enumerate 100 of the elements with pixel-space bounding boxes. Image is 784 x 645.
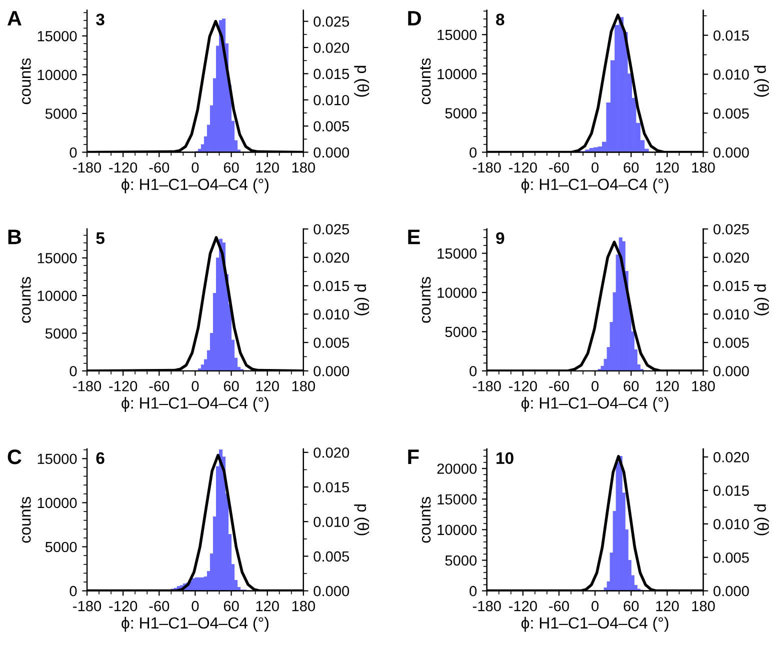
x-tick-label: -60: [549, 380, 569, 392]
y-tick-label: 15000: [438, 30, 477, 40]
y-tick-label: 5000: [445, 555, 477, 566]
x-tick-label: -60: [549, 162, 569, 173]
y2-tick-label: 0.005: [314, 551, 350, 562]
x-tick-label: 120: [656, 162, 679, 173]
x-tick-label: 0: [192, 600, 199, 612]
y-tick-label: 0: [70, 366, 77, 376]
y2-tick-label: 0.005: [314, 121, 350, 132]
x-tick-label: -120: [109, 600, 138, 612]
x-tick-label: -180: [73, 380, 102, 392]
x-tick-label: -120: [508, 380, 537, 392]
y-tick-label: 0: [470, 366, 477, 376]
x-tick-label: 0: [192, 380, 199, 392]
y2-axis-title: p (θ): [354, 284, 370, 316]
y2-tick-label: 0.020: [714, 452, 749, 462]
x-tick-label: -180: [472, 380, 501, 392]
y2-axis-title: p (θ): [754, 284, 769, 316]
y-tick-label: 20000: [437, 464, 477, 474]
y-axis-title: counts: [20, 58, 31, 104]
y2-tick-label: 0.010: [314, 516, 350, 528]
y2-tick-label: 0.000: [314, 366, 350, 376]
y2-tick-label: 0.005: [714, 108, 749, 119]
y-tick-label: 10000: [38, 290, 77, 301]
x-tick-label: -60: [549, 600, 569, 612]
y2-tick-label: 0.020: [314, 42, 350, 53]
y-tick-label: 10000: [38, 498, 77, 508]
y-tick-label: 5000: [445, 108, 477, 118]
x-tick-label: -120: [508, 162, 537, 173]
y2-tick-label: 0.010: [314, 94, 350, 106]
y2-tick-label: 0.015: [714, 280, 749, 292]
x-tick-label: 60: [624, 380, 639, 392]
y2-tick-label: 0.020: [714, 252, 749, 263]
x-tick-label: 0: [592, 600, 599, 612]
y-axis-title: counts: [20, 496, 31, 543]
y2-tick-label: 0.025: [314, 224, 350, 234]
x-tick-label: -120: [508, 600, 537, 612]
x-tick-label: 120: [256, 600, 279, 612]
chart-subtitle: 6: [96, 452, 104, 464]
chart-title: F: [408, 450, 419, 464]
x-tick-label: -60: [149, 380, 170, 392]
y2-tick-label: 0.025: [714, 224, 749, 234]
x-tick-label: -120: [109, 162, 138, 173]
y-tick-label: 15000: [38, 253, 77, 264]
x-tick-label: -60: [149, 162, 170, 173]
x-tick-label: 180: [692, 600, 715, 612]
y-tick-label: 0: [70, 147, 77, 158]
y2-tick-label: 0.005: [714, 552, 749, 563]
x-tick-label: 60: [224, 162, 239, 173]
y2-axis-title: p (θ): [754, 504, 769, 536]
y-tick-label: 10000: [438, 524, 477, 536]
y-tick-label: 0: [70, 586, 77, 596]
y-axis-title: counts: [420, 276, 431, 323]
y2-axis-title: p (θ): [354, 66, 370, 97]
y-tick-label: 15000: [438, 494, 477, 504]
y2-tick-label: 0.010: [714, 518, 749, 530]
y-tick-label: 5000: [45, 108, 77, 119]
x-tick-label: 180: [692, 162, 715, 173]
chart-title: B: [8, 230, 22, 244]
x-tick-label: 60: [224, 600, 239, 612]
y2-tick-label: 0.005: [714, 338, 749, 348]
chart-title: E: [408, 230, 420, 244]
chart-subtitle: 8: [496, 14, 504, 26]
x-tick-label: -60: [149, 600, 170, 612]
y2-tick-label: 0.000: [714, 586, 749, 596]
y-tick-label: 0: [470, 147, 477, 158]
x-tick-label: 180: [292, 162, 316, 173]
y-tick-label: 10000: [38, 70, 77, 80]
x-axis-title: ϕ: H1–C1–O4–C4 (°): [122, 178, 268, 194]
y-tick-label: 15000: [38, 454, 77, 464]
y2-tick-label: 0.010: [714, 69, 749, 80]
x-tick-label: 180: [292, 380, 316, 392]
y2-tick-label: 0.005: [314, 338, 350, 348]
x-tick-label: -180: [73, 600, 102, 612]
y-axis-title: counts: [420, 496, 431, 543]
y2-tick-label: 0.015: [714, 486, 749, 496]
chart-subtitle: 3: [96, 14, 104, 26]
chart-title: A: [7, 11, 22, 26]
y-tick-label: 0: [470, 586, 477, 596]
y2-tick-label: 0.010: [714, 309, 749, 320]
y2-tick-label: 0.015: [314, 68, 350, 80]
y2-tick-label: 0.020: [314, 252, 350, 263]
y-tick-label: 15000: [438, 248, 477, 259]
y-tick-label: 15000: [38, 31, 77, 42]
x-axis-title: ϕ: H1–C1–O4–C4 (°): [521, 616, 668, 632]
chart-subtitle: 9: [496, 232, 504, 244]
x-tick-label: 120: [256, 162, 279, 173]
x-tick-label: 60: [224, 380, 239, 392]
x-tick-label: 180: [692, 380, 715, 392]
chart-subtitle: 5: [96, 232, 104, 244]
x-tick-label: 0: [192, 162, 199, 173]
y2-tick-label: 0.025: [314, 16, 350, 27]
y2-tick-label: 0.015: [314, 280, 350, 292]
y2-tick-label: 0.000: [714, 366, 749, 376]
y2-tick-label: 0.015: [714, 30, 749, 41]
x-axis-title: ϕ: H1–C1–O4–C4 (°): [122, 396, 268, 412]
x-tick-label: 60: [624, 162, 639, 173]
x-tick-label: -180: [472, 600, 501, 612]
x-tick-label: 120: [656, 600, 679, 612]
y-tick-label: 5000: [45, 542, 77, 552]
